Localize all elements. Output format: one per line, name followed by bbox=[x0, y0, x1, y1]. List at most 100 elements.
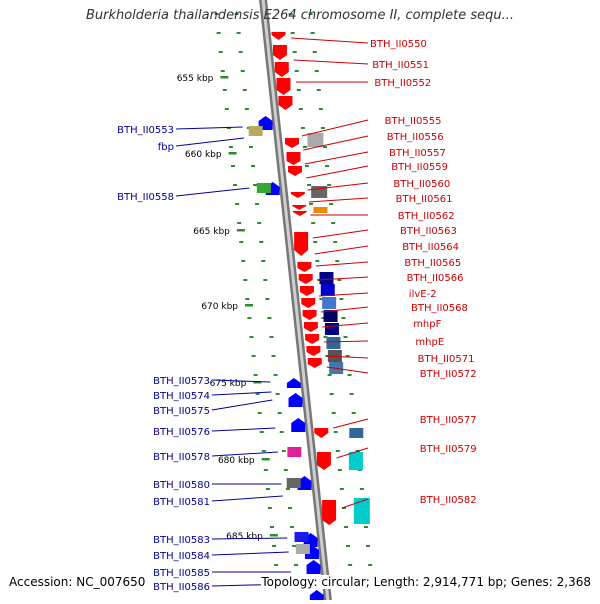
gene-label-left: BTH_II0578 bbox=[153, 452, 210, 463]
tick-dot bbox=[315, 260, 320, 262]
reverse-gene-arrow bbox=[291, 418, 306, 432]
gene-label-left: BTH_II0558 bbox=[117, 192, 174, 203]
tick-dot bbox=[259, 431, 264, 433]
tick-dot bbox=[302, 146, 307, 148]
tick-dot bbox=[329, 203, 334, 205]
gene-label-right: BTH_II0571 bbox=[418, 354, 475, 365]
tick-dot bbox=[244, 108, 249, 110]
tick-dot bbox=[346, 545, 351, 547]
tick-dot bbox=[257, 412, 262, 414]
tick-dot bbox=[241, 260, 246, 262]
reverse-gene-arrow bbox=[306, 560, 321, 574]
gene-label-right: mhpF bbox=[413, 319, 441, 330]
tick-dot bbox=[243, 279, 248, 281]
tick-dot bbox=[222, 89, 227, 91]
gene-label-right: BTH_II0564 bbox=[402, 242, 459, 253]
tick-dot bbox=[331, 222, 336, 224]
gene-box bbox=[349, 428, 364, 438]
gene-label-right: BTH_II0561 bbox=[396, 194, 453, 205]
tick-dot bbox=[240, 70, 245, 72]
gene-label-right: BTH_II0551 bbox=[372, 60, 429, 71]
gene-label-right: BTH_II0566 bbox=[407, 273, 464, 284]
gene-box bbox=[294, 532, 309, 542]
forward-gene-arrow bbox=[301, 298, 316, 308]
reverse-genes bbox=[258, 116, 324, 602]
tick-dot bbox=[318, 108, 323, 110]
tick-dot bbox=[349, 393, 354, 395]
tick-dot bbox=[272, 545, 277, 547]
gene-label-right: BTH_II0563 bbox=[400, 226, 457, 237]
tick-dot bbox=[366, 545, 371, 547]
forward-gene-arrow bbox=[322, 500, 337, 525]
tick-dot bbox=[267, 317, 272, 319]
tick-dot bbox=[248, 146, 253, 148]
forward-gene-arrow bbox=[314, 428, 329, 438]
tick-dot bbox=[298, 108, 303, 110]
label-leader bbox=[211, 537, 288, 540]
tick-dot bbox=[363, 526, 368, 528]
tick-dot bbox=[257, 222, 262, 224]
tick-dot bbox=[236, 32, 241, 34]
gene-box bbox=[353, 498, 370, 524]
kbp-tick bbox=[228, 152, 237, 155]
reverse-gene-arrow bbox=[309, 590, 324, 602]
label-leader bbox=[317, 276, 369, 281]
tick-dot bbox=[319, 298, 324, 300]
tick-dot bbox=[333, 431, 338, 433]
kbp-tick bbox=[261, 458, 270, 461]
tick-dot bbox=[279, 431, 284, 433]
tick-dot bbox=[320, 127, 325, 129]
gene-box bbox=[323, 310, 338, 322]
topology-text: Topology: circular; Length: 2,914,771 bp… bbox=[261, 575, 591, 589]
forward-gene-arrow bbox=[274, 62, 289, 77]
tick-dot bbox=[348, 564, 353, 566]
tick-dot bbox=[333, 241, 338, 243]
label-leader bbox=[319, 292, 369, 297]
label-leader bbox=[341, 498, 369, 509]
tick-dot bbox=[314, 70, 319, 72]
forward-gene-arrow bbox=[276, 78, 291, 95]
gene-label-right: BTH_II0565 bbox=[404, 258, 461, 269]
gene-label-right: BTH_II0577 bbox=[420, 415, 477, 426]
tick-dot bbox=[271, 355, 276, 357]
label-leader bbox=[291, 37, 369, 44]
gene-label-right: ilvE-2 bbox=[409, 289, 437, 300]
tick-dot bbox=[316, 89, 321, 91]
gene-label-right: BTH_II0582 bbox=[420, 495, 477, 506]
label-leader bbox=[211, 399, 273, 411]
tick-dot bbox=[343, 336, 348, 338]
kbp-tick bbox=[245, 304, 254, 307]
reverse-gene-arrow bbox=[297, 476, 312, 490]
forward-gene-arrow bbox=[299, 286, 314, 296]
tick-dot bbox=[274, 564, 279, 566]
label-leader bbox=[293, 59, 369, 65]
kbp-tick bbox=[253, 381, 262, 384]
tick-dot bbox=[265, 298, 270, 300]
forward-gene-arrow bbox=[307, 358, 322, 368]
tick-dot bbox=[310, 32, 315, 34]
tick-dot bbox=[337, 279, 342, 281]
tick-dot bbox=[313, 241, 318, 243]
tick-dot bbox=[224, 108, 229, 110]
gene-label-right: BTH_II0568 bbox=[411, 303, 468, 314]
tick-dot bbox=[214, 13, 219, 15]
forward-gene-arrow bbox=[305, 334, 320, 344]
kbp-label: 665 kbp bbox=[193, 227, 230, 237]
tick-dot bbox=[343, 526, 348, 528]
tick-dot bbox=[288, 13, 293, 15]
label-leader bbox=[326, 366, 369, 374]
tick-dot bbox=[290, 32, 295, 34]
tick-dot bbox=[277, 412, 282, 414]
label-leader bbox=[303, 135, 369, 151]
tick-dot bbox=[263, 279, 268, 281]
tick-dot bbox=[351, 412, 356, 414]
gene-label-right: BTH_II0557 bbox=[389, 148, 446, 159]
tick-dot bbox=[347, 374, 352, 376]
tick-dot bbox=[323, 336, 328, 338]
kbp-label: 675 kbp bbox=[210, 379, 247, 389]
gene-label-left: BTH_II0583 bbox=[153, 535, 210, 546]
tick-dot bbox=[253, 374, 258, 376]
forward-gene-arrow bbox=[316, 452, 331, 470]
label-leader bbox=[333, 418, 369, 429]
